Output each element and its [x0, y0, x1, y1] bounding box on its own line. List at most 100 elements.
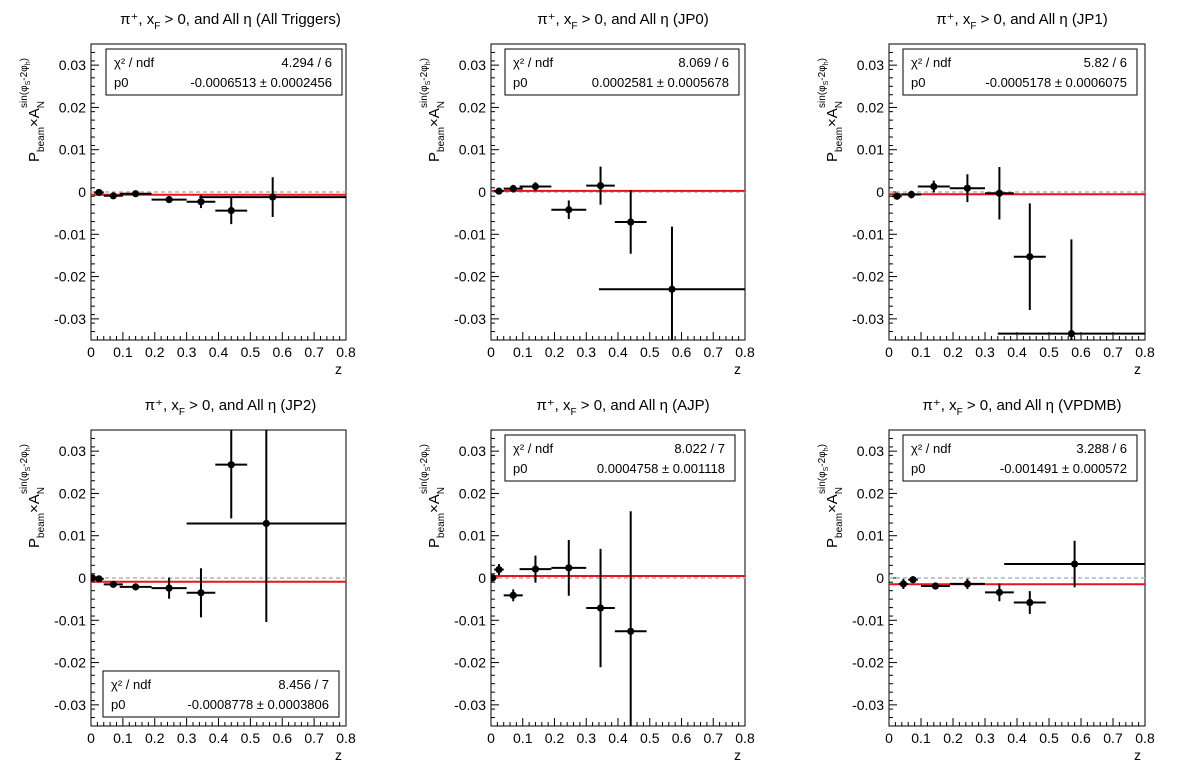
y-tick-label: 0.02: [459, 485, 486, 501]
p0-label: p0: [911, 75, 925, 90]
marker: [930, 182, 938, 191]
marker: [565, 564, 573, 572]
x-tick-label: 0.6: [273, 344, 293, 360]
data-point: [103, 580, 123, 588]
data-point: [892, 192, 902, 200]
marker: [909, 576, 917, 584]
marker: [596, 604, 605, 612]
x-tick-label: 0.7: [1103, 730, 1123, 746]
chi2-value: 8.456 / 7: [278, 677, 329, 692]
x-tick-label: 0.8: [336, 344, 356, 360]
y-tick-label: -0.01: [454, 226, 486, 242]
y-tick-label: -0.03: [454, 697, 486, 713]
y-tick-label: 0.01: [459, 528, 486, 544]
marker: [907, 190, 916, 199]
data-point: [151, 577, 187, 599]
marker: [1071, 560, 1079, 568]
x-tick-label: 0.1: [911, 730, 931, 746]
data-point: [985, 167, 1014, 220]
data-point: [503, 589, 523, 602]
data-point: [1013, 591, 1046, 614]
chart-title: π⁺, xF > 0, and All η (All Triggers): [120, 11, 341, 32]
y-tick-label: 0: [876, 570, 884, 586]
p0-value: -0.0008778 ± 0.0003806: [187, 697, 329, 712]
x-tick-label: 0.8: [735, 730, 755, 746]
y-tick-label: 0.02: [59, 485, 86, 501]
y-tick-label: 0.01: [459, 142, 486, 158]
svg-text:Pbeam×ANsin(φS-2φh): Pbeam×ANsin(φS-2φh): [419, 444, 447, 548]
y-tick-label: 0.03: [59, 443, 86, 459]
chi2-label: χ² / ndf: [111, 677, 151, 692]
chi2-value: 4.294 / 6: [281, 55, 332, 70]
y-tick-label: 0.02: [459, 99, 486, 115]
chi2-value: 5.82 / 6: [1084, 55, 1127, 70]
chi2-value: 8.022 / 7: [674, 441, 725, 456]
marker: [109, 580, 117, 588]
fit-stats-box: χ² / ndf 4.294 / 6 p0 -0.0006513 ± 0.000245…: [105, 48, 343, 96]
x-axis-label: z: [335, 361, 342, 377]
chart-title: π⁺, xF > 0, and All η (JP0): [537, 11, 709, 32]
fit-stats-box: χ² / ndf 5.82 / 6 p0 -0.0005178 ± 0.0006075: [902, 48, 1138, 96]
y-tick-label: 0.03: [857, 57, 884, 73]
x-tick-label: 0.7: [1103, 344, 1123, 360]
x-tick-label: 0.7: [304, 344, 324, 360]
x-tick-label: 0.8: [1135, 344, 1155, 360]
marker: [531, 182, 540, 191]
y-tick-label: -0.03: [852, 311, 884, 327]
p0-value: -0.001491 ± 0.000572: [1000, 461, 1127, 476]
chi2-label: χ² / ndf: [513, 441, 553, 456]
p0-label: p0: [114, 75, 128, 90]
y-tick-label: 0.03: [459, 443, 486, 459]
x-tick-label: 0: [87, 344, 95, 360]
x-tick-label: 0.6: [672, 730, 692, 746]
data-point: [614, 511, 647, 726]
marker: [565, 206, 573, 214]
x-tick-label: 0.4: [1007, 344, 1027, 360]
p0-label: p0: [513, 75, 527, 90]
marker: [627, 627, 635, 635]
y-tick-label: -0.02: [54, 269, 86, 285]
x-axis-label: z: [1134, 361, 1141, 377]
data-point: [119, 583, 152, 591]
x-tick-label: 0.3: [577, 730, 597, 746]
data-point: [901, 190, 921, 199]
y-tick-label: -0.01: [852, 226, 884, 242]
y-axis-label: Pbeam×ANsin(φS-2φh): [19, 58, 47, 162]
y-tick-label: -0.01: [454, 612, 486, 628]
y-axis-label: Pbeam×ANsin(φS-2φh): [419, 444, 447, 548]
chart-title: π⁺, xF > 0, and All η (AJP): [536, 397, 709, 418]
data-point: [614, 190, 647, 254]
x-tick-label: 0.1: [513, 344, 533, 360]
x-tick-label: 0.5: [640, 344, 660, 360]
x-tick-label: 0.6: [672, 344, 692, 360]
y-axis-label: Pbeam×ANsin(φS-2φh): [817, 58, 845, 162]
y-tick-label: -0.01: [852, 612, 884, 628]
x-tick-label: 0.1: [911, 344, 931, 360]
x-axis-label: z: [1134, 747, 1141, 763]
y-tick-label: 0.03: [59, 57, 86, 73]
marker: [931, 582, 940, 590]
data-point: [1013, 203, 1046, 310]
marker: [509, 185, 517, 193]
chart-panel: 0 0.1 0.2 0.3 0.4 0.5 0.6 0.7 0.8z -0.03 -0.02 -0.0…: [19, 11, 356, 377]
y-tick-label: -0.02: [852, 269, 884, 285]
x-tick-label: 0.7: [704, 344, 724, 360]
x-tick-label: 0.2: [145, 730, 165, 746]
x-tick-label: 0.2: [943, 344, 963, 360]
chart-title: π⁺, xF > 0, and All η (JP1): [936, 11, 1108, 32]
data-point: [186, 430, 346, 622]
y-tick-label: 0: [478, 184, 486, 200]
svg-text:Pbeam×ANsin(φS-2φh): Pbeam×ANsin(φS-2φh): [19, 58, 47, 162]
y-tick-label: -0.01: [54, 226, 86, 242]
y-tick-label: 0: [876, 184, 884, 200]
marker: [227, 207, 235, 215]
y-tick-label: 0: [78, 570, 86, 586]
marker: [165, 196, 173, 204]
x-tick-label: 0.5: [241, 344, 261, 360]
data-point: [94, 188, 104, 197]
x-tick-label: 0.5: [1039, 344, 1059, 360]
marker: [269, 193, 277, 201]
marker: [963, 580, 972, 588]
marker: [627, 218, 635, 226]
x-tick-label: 0.8: [336, 730, 356, 746]
